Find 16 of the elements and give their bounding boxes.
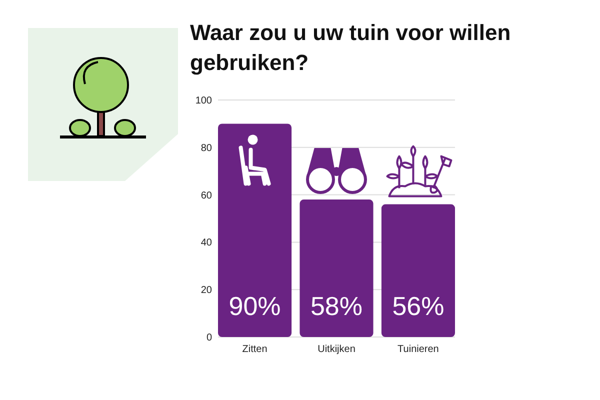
y-tick-label: 40 (200, 238, 212, 249)
y-tick-label: 20 (200, 285, 212, 296)
bar (381, 204, 455, 337)
bar (218, 124, 292, 337)
x-tick-label: Zitten (242, 344, 268, 355)
data-label: 90% (228, 291, 281, 321)
y-tick-label: 60 (200, 190, 212, 202)
bar (300, 200, 374, 337)
x-tick-label: Tuinieren (398, 344, 439, 355)
y-tick-label: 80 (200, 142, 212, 154)
data-label: 56% (392, 291, 444, 321)
x-tick-label: Uitkijken (318, 344, 356, 355)
y-tick-label: 0 (206, 332, 212, 344)
y-tick-label: 100 (195, 96, 212, 106)
chart-title: Waar zou u uw tuin voor willen gebruiken? (190, 20, 511, 75)
data-label: 58% (310, 291, 363, 321)
